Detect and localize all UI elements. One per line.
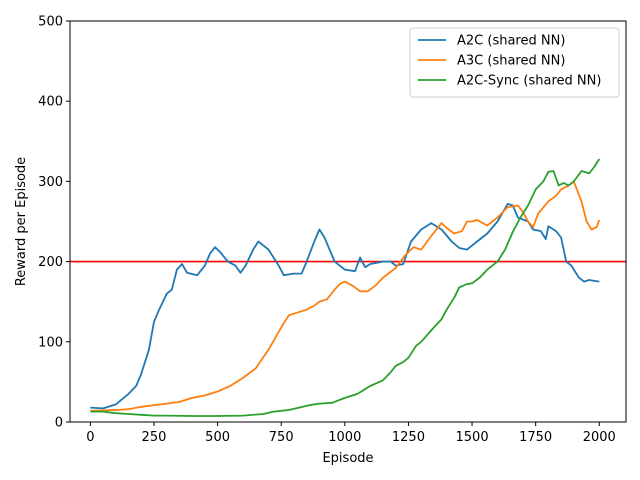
legend-box bbox=[409, 27, 620, 98]
y-axis-ticks: 0 100 200 300 400 500 bbox=[38, 15, 70, 431]
x-tick-label: 500 bbox=[205, 430, 230, 445]
series-line-3 bbox=[90, 158, 601, 417]
axes-frame bbox=[69, 20, 627, 423]
plot-area bbox=[69, 20, 627, 423]
y-tick-label: 200 bbox=[38, 255, 63, 270]
legend: A2C (shared NN) A3C (shared NN) A2C-Sync (… bbox=[409, 27, 620, 98]
x-tick-label: 0 bbox=[86, 430, 94, 445]
y-tick-label: 0 bbox=[55, 416, 63, 431]
x-tick-label: 1000 bbox=[328, 430, 361, 445]
series-group bbox=[90, 158, 601, 417]
x-tick-label: 250 bbox=[142, 430, 167, 445]
y-tick-label: 400 bbox=[38, 95, 63, 110]
x-axis-label: Episode bbox=[322, 451, 373, 466]
x-axis-ticks: 0 250 500 750 1000 1250 1500 1750 2000 bbox=[86, 422, 616, 445]
x-tick-label: 750 bbox=[269, 430, 294, 445]
x-tick-label: 1750 bbox=[519, 430, 552, 445]
x-tick-label: 1250 bbox=[392, 430, 425, 445]
x-tick-label: 1500 bbox=[456, 430, 489, 445]
x-tick-label: 2000 bbox=[583, 430, 616, 445]
y-tick-label: 500 bbox=[38, 15, 63, 30]
legend-label: A3C (shared NN) bbox=[457, 54, 565, 69]
y-tick-label: 300 bbox=[38, 175, 63, 190]
y-tick-label: 100 bbox=[38, 335, 63, 350]
series-line-2 bbox=[90, 180, 601, 412]
legend-label: A2C (shared NN) bbox=[457, 34, 565, 49]
y-axis-label: Reward per Episode bbox=[14, 157, 29, 286]
legend-label: A2C-Sync (shared NN) bbox=[457, 74, 601, 89]
